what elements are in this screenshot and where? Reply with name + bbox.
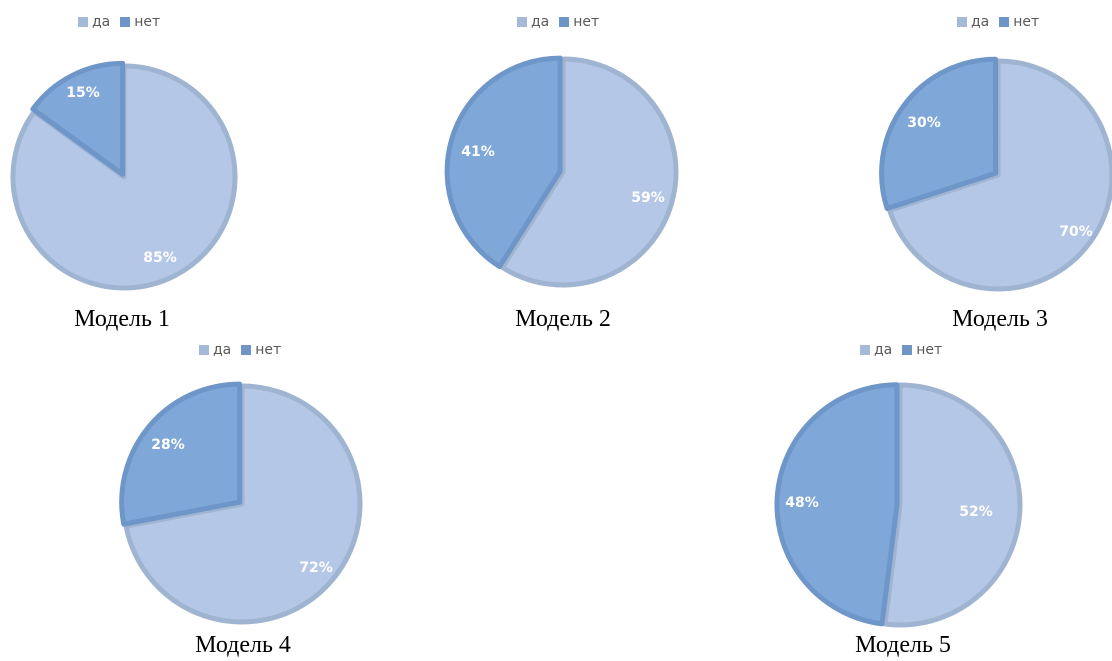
- legend-swatch-da: [517, 17, 527, 27]
- legend-label-da: да: [874, 342, 893, 358]
- pie-slice-da: [887, 58, 1112, 292]
- slice-label-da: 72%: [299, 560, 333, 576]
- legend-swatch-net: [999, 17, 1010, 27]
- legend-label-da: да: [531, 14, 550, 30]
- slice-label-net: 28%: [151, 437, 185, 453]
- legend-label-net: нет: [573, 14, 600, 30]
- slice-label-da: 85%: [143, 250, 177, 266]
- legend-label-da: да: [213, 342, 232, 358]
- legend: да нет: [860, 342, 942, 358]
- legend-item-da: да: [957, 14, 989, 30]
- slice-label-net: 30%: [907, 115, 941, 131]
- chart-caption: Модель 4: [195, 632, 291, 658]
- legend-swatch-net: [241, 345, 252, 355]
- pie-slice-da: [882, 382, 1023, 628]
- slice-label-da: 59%: [631, 190, 665, 206]
- pie-slice-net: [444, 55, 563, 270]
- legend: да нет: [957, 14, 1039, 30]
- legend-swatch-net: [559, 17, 570, 27]
- slice-label-net: 48%: [785, 495, 819, 511]
- pie-slice-da: [499, 56, 679, 288]
- pie-slice-net: [774, 382, 900, 627]
- slice-label-da: 70%: [1059, 224, 1093, 240]
- legend-item-net: нет: [559, 14, 599, 30]
- slice-label-net: 41%: [461, 144, 495, 160]
- pie-slice-net: [879, 56, 999, 211]
- chart-caption: Модель 3: [952, 306, 1048, 332]
- legend: да нет: [78, 14, 160, 30]
- legend-item-da: да: [199, 342, 231, 358]
- slice-label-da: 52%: [959, 504, 993, 520]
- legend-label-da: да: [971, 14, 990, 30]
- legend-swatch-net: [902, 345, 913, 355]
- pie-slice-net: [30, 60, 126, 177]
- pie-slice-net: [119, 381, 243, 527]
- legend-item-da: да: [860, 342, 892, 358]
- legend-item-da: да: [517, 14, 549, 30]
- legend-swatch-da: [957, 17, 967, 27]
- legend-label-net: нет: [1013, 14, 1040, 30]
- legend-item-net: нет: [902, 342, 942, 358]
- legend-swatch-net: [120, 17, 131, 27]
- legend: да нет: [199, 342, 281, 358]
- legend-swatch-da: [78, 17, 88, 27]
- slice-label-net: 15%: [66, 85, 100, 101]
- legend-swatch-da: [860, 345, 870, 355]
- legend-label-da: да: [92, 14, 111, 30]
- pie-slice-da: [123, 383, 363, 625]
- legend-label-net: нет: [134, 14, 161, 30]
- legend-item-net: нет: [241, 342, 281, 358]
- chart-caption: Модель 5: [855, 632, 951, 658]
- legend: да нет: [517, 14, 599, 30]
- legend-item-net: нет: [120, 14, 160, 30]
- legend-label-net: нет: [916, 342, 943, 358]
- legend-swatch-da: [199, 345, 209, 355]
- legend-label-net: нет: [255, 342, 282, 358]
- pie-slice-da: [10, 63, 238, 291]
- chart-caption: Модель 1: [74, 306, 170, 332]
- legend-item-net: нет: [999, 14, 1039, 30]
- legend-item-da: да: [78, 14, 110, 30]
- chart-caption: Модель 2: [515, 306, 611, 332]
